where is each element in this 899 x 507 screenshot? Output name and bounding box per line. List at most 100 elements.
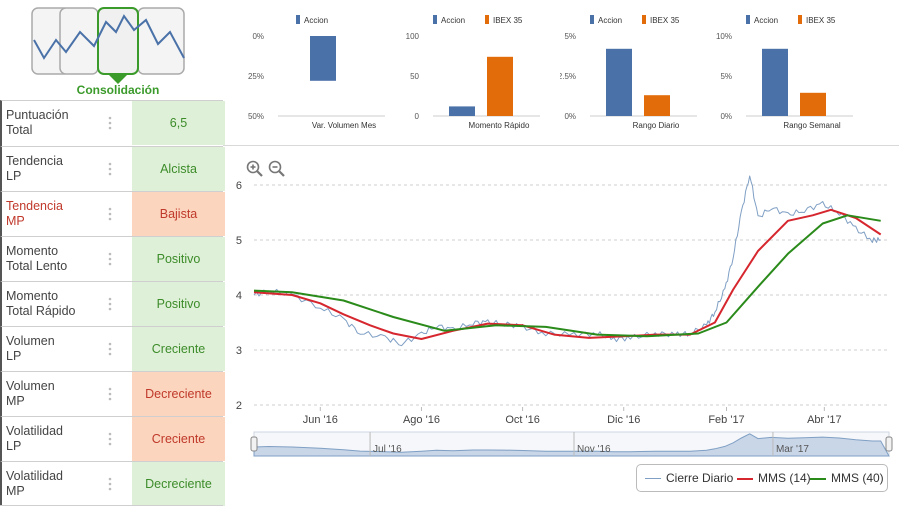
indicator-label-line: Momento — [6, 244, 59, 258]
info-dots-icon[interactable] — [107, 476, 117, 494]
indicator-label-line: Puntuación — [6, 108, 69, 122]
legend-label: IBEX 35 — [806, 16, 836, 25]
indicator-row: Volumen LP Creciente — [0, 326, 225, 371]
indicator-value: 6,5 — [132, 101, 225, 145]
indicator-label-line: Total Lento — [6, 259, 68, 273]
bar — [800, 92, 826, 116]
y-tick-label: 6 — [236, 180, 242, 192]
navigator-handle-right[interactable] — [885, 436, 893, 452]
indicator-label-line: LP — [6, 169, 22, 183]
indicator-label: Volumen MP — [6, 379, 104, 409]
legend-label-close: Cierre Diario — [666, 471, 734, 485]
legend-item-mms14[interactable]: MMS (14) — [737, 471, 811, 485]
indicator-value: Bajista — [132, 192, 225, 236]
indicator-label-line: MP — [6, 214, 25, 228]
section-divider — [223, 145, 899, 146]
indicator-value: Creciente — [132, 327, 225, 371]
indicator-label-line: LP — [6, 349, 22, 363]
tick-label: 0 — [415, 112, 420, 121]
mini-chart-momento: Accion IBEX 35 100 50 0 Momento Rápido — [403, 8, 553, 134]
indicator-label: Puntuación Total — [6, 108, 104, 138]
indicator-label-line: Volumen — [6, 379, 55, 393]
y-tick-label: 3 — [236, 345, 242, 357]
indicator-label-line: Volatilidad — [6, 424, 63, 438]
indicator-label-line: MP — [6, 484, 25, 498]
tick-label: 5% — [720, 72, 732, 81]
info-dots-icon[interactable] — [107, 431, 117, 449]
legend-label: Accion — [441, 16, 465, 25]
tick-label: 10% — [716, 32, 732, 41]
navigator-label: Mar '17 — [776, 444, 809, 455]
indicator-row: Volatilidad MP Decreciente — [0, 461, 225, 506]
line-chart-consolidation-icon — [31, 7, 185, 84]
indicator-label-line: Total Rápido — [6, 304, 76, 318]
bar — [606, 48, 632, 116]
tick-label: 5% — [564, 32, 576, 41]
indicator-label: Tendencia MP — [6, 199, 104, 229]
legend-swatch-close — [645, 478, 661, 480]
indicator-label-line: Volumen — [6, 334, 55, 348]
tick-label: 50 — [410, 72, 419, 81]
bar — [449, 106, 475, 116]
navigator-handle-left[interactable] — [250, 436, 258, 452]
zoom-out-icon[interactable] — [268, 160, 286, 178]
mini-chart-rango-diario: Accion IBEX 35 5% 2.5% 0% Rango Diario — [560, 8, 710, 134]
indicator-value: Alcista — [132, 147, 225, 191]
legend-swatch-mms14 — [737, 477, 753, 480]
x-tick-label: Feb '17 — [708, 414, 744, 426]
indicator-row: Momento Total Rápido Positivo — [0, 281, 225, 326]
info-dots-icon[interactable] — [107, 386, 117, 404]
indicator-label: Momento Total Rápido — [6, 289, 104, 319]
legend-swatch-mms40 — [810, 477, 826, 480]
zoom-in-icon[interactable] — [246, 160, 264, 178]
legend-swatch — [433, 15, 437, 24]
indicator-label: Momento Total Lento — [6, 244, 104, 274]
legend-item-close[interactable]: Cierre Diario — [645, 471, 733, 485]
tick-label: 100 — [406, 32, 420, 41]
legend-label: Accion — [598, 16, 622, 25]
consolidation-logo — [30, 6, 186, 98]
legend-swatch — [296, 15, 300, 24]
series-line-mms40 — [253, 214, 881, 338]
indicator-label: Volatilidad MP — [6, 469, 104, 499]
x-tick-label: Abr '17 — [807, 414, 842, 426]
indicator-row: Puntuación Total 6,5 — [0, 100, 225, 146]
indicator-label: Volatilidad LP — [6, 424, 104, 454]
info-dots-icon[interactable] — [107, 206, 117, 224]
info-dots-icon[interactable] — [107, 115, 117, 133]
x-tick-label: Jun '16 — [303, 414, 338, 426]
legend-swatch — [642, 15, 646, 24]
tick-label: 2.5% — [560, 72, 576, 81]
indicator-value: Decreciente — [132, 372, 225, 416]
navigator-label: Nov '16 — [577, 444, 611, 455]
legend-item-mms40[interactable]: MMS (40) — [810, 471, 884, 485]
legend-label-mms14: MMS (14) — [758, 471, 811, 485]
legend-swatch — [485, 15, 489, 24]
info-dots-icon[interactable] — [107, 341, 117, 359]
y-tick-label: 5 — [236, 235, 242, 247]
indicator-value: Decreciente — [132, 462, 225, 506]
navigator-label: Jul '16 — [373, 444, 402, 455]
indicator-label-line: Momento — [6, 289, 59, 303]
indicator-row: Volatilidad LP Creciente — [0, 416, 225, 461]
legend-label: Accion — [754, 16, 778, 25]
tick-label: -50% — [248, 112, 264, 121]
chart-legend: Cierre Diario MMS (14) MMS (40) — [636, 464, 888, 492]
chart-title: Rango Diario — [633, 121, 680, 130]
chart-title: Momento Rápido — [469, 121, 530, 130]
indicator-value: Positivo — [132, 237, 225, 281]
tick-label: -25% — [248, 72, 264, 81]
indicator-label: Volumen LP — [6, 334, 104, 364]
legend-swatch — [798, 15, 802, 24]
info-dots-icon[interactable] — [107, 251, 117, 269]
indicator-value: Creciente — [132, 417, 225, 461]
info-dots-icon[interactable] — [107, 161, 117, 179]
x-tick-label: Ago '16 — [403, 414, 440, 426]
indicator-label-line: Tendencia — [6, 199, 63, 213]
y-tick-label: 2 — [236, 400, 242, 412]
navigator-area — [253, 433, 890, 457]
info-dots-icon[interactable] — [107, 296, 117, 314]
indicator-row: Tendencia LP Alcista — [0, 146, 225, 191]
mini-chart-rango-semanal: Accion IBEX 35 10% 5% 0% Rango Semanal — [716, 8, 866, 134]
series-line-mms14 — [253, 208, 882, 340]
